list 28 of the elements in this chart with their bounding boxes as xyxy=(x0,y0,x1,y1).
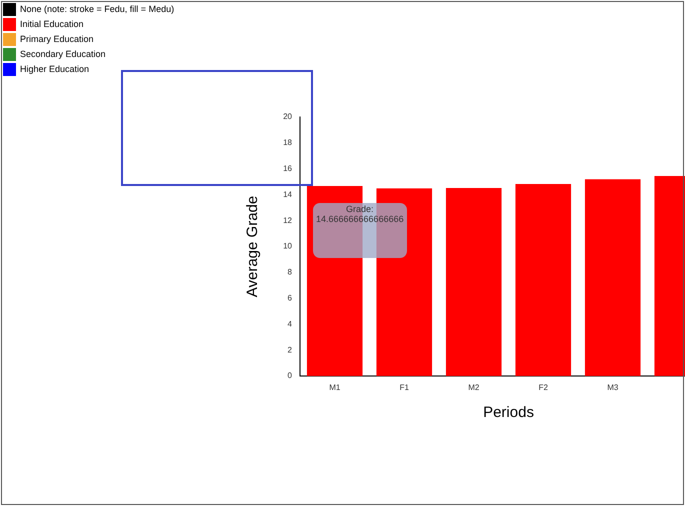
annotation: Grade: 14.666666666666666 xyxy=(316,204,404,224)
bar xyxy=(515,184,572,376)
y-tick-label: 20 xyxy=(283,112,293,122)
text: Higher Education xyxy=(20,63,90,76)
y-tick-label: 18 xyxy=(283,138,293,148)
tooltip-box: Grade: 14.666666666666666 xyxy=(313,203,407,258)
y-tick-label: 12 xyxy=(283,216,293,225)
y-axis-title: Average Grade xyxy=(244,196,262,298)
text: Primary Education xyxy=(20,33,94,46)
y-tick-label: 8 xyxy=(288,268,293,277)
y-tick-label: 4 xyxy=(288,319,293,328)
x-tick-label: F2 xyxy=(538,383,548,392)
y-tick-label: 14 xyxy=(283,190,293,199)
y-tick-label: 10 xyxy=(283,242,293,251)
text: Initial Education xyxy=(20,18,84,31)
text: Secondary Education xyxy=(20,48,106,61)
x-tick-label: F1 xyxy=(400,383,410,392)
y-tick-label: 2 xyxy=(288,345,293,354)
text: None (note: stroke = Fedu, fill = Medu) xyxy=(20,3,174,16)
y-tick-label: 16 xyxy=(283,164,293,174)
x-axis-title: Periods xyxy=(483,404,534,422)
bar xyxy=(584,179,641,376)
x-tick-label: M3 xyxy=(607,383,619,392)
y-tick-label: 0 xyxy=(288,371,293,380)
x-tick-label: M1 xyxy=(329,383,341,392)
y-tick-label: 6 xyxy=(288,294,293,303)
x-tick-label: M2 xyxy=(468,383,480,392)
bar xyxy=(446,188,502,376)
